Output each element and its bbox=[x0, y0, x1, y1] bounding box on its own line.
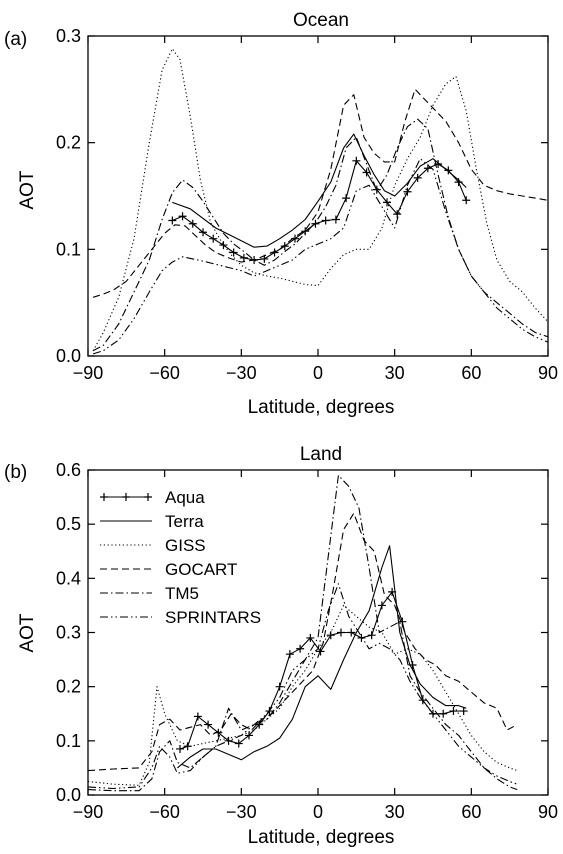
series-aqua-marker bbox=[462, 196, 471, 205]
series-aqua-marker bbox=[296, 644, 305, 653]
legend-tm5-label: TM5 bbox=[165, 584, 199, 603]
series-aqua-marker bbox=[204, 720, 213, 729]
series-aqua-marker bbox=[229, 248, 238, 257]
x-tick-label: 90 bbox=[538, 802, 558, 822]
y-tick-label: 0.2 bbox=[56, 677, 81, 697]
panel-b-label: (b) bbox=[4, 462, 27, 483]
y-tick-label: 0.3 bbox=[56, 26, 81, 46]
series-aqua-marker bbox=[306, 633, 315, 642]
x-tick-label: 30 bbox=[385, 802, 405, 822]
x-tick-label: 30 bbox=[385, 363, 405, 383]
series-aqua-marker bbox=[321, 216, 330, 225]
x-tick-label: −60 bbox=[149, 363, 180, 383]
panel-a-label: (a) bbox=[4, 29, 27, 50]
series-aqua-marker bbox=[280, 242, 289, 251]
series-terra-line bbox=[177, 545, 467, 769]
y-tick-label: 0.0 bbox=[56, 346, 81, 366]
series-aqua-marker bbox=[362, 168, 371, 177]
series-aqua-marker bbox=[377, 601, 386, 610]
panel-a-ylabel: AOT bbox=[17, 170, 38, 209]
series-aqua-marker bbox=[342, 194, 351, 203]
series-aqua-marker bbox=[285, 650, 294, 659]
legend-giss-label: GISS bbox=[165, 536, 206, 555]
series-aqua-marker bbox=[403, 187, 412, 196]
x-tick-label: −30 bbox=[226, 802, 257, 822]
series-aqua-marker bbox=[239, 253, 248, 262]
series-aqua-line bbox=[172, 160, 467, 261]
series-aqua-marker bbox=[398, 617, 407, 626]
series-aqua-marker bbox=[234, 739, 243, 748]
series-aqua-marker bbox=[372, 185, 381, 194]
legend-terra-label: Terra bbox=[165, 512, 204, 531]
series-aqua-marker bbox=[168, 216, 177, 225]
y-tick-label: 0.6 bbox=[56, 460, 81, 480]
x-tick-label: −60 bbox=[149, 802, 180, 822]
x-tick-label: −30 bbox=[226, 363, 257, 383]
series-sprintars-line bbox=[92, 158, 549, 355]
series-aqua-marker bbox=[357, 633, 366, 642]
y-tick-label: 0.4 bbox=[56, 568, 81, 588]
x-tick-label: −90 bbox=[73, 802, 104, 822]
series-tm5-line bbox=[92, 118, 549, 352]
series-aqua-marker bbox=[209, 234, 218, 243]
legend-sprintars-label: SPRINTARS bbox=[165, 608, 261, 627]
series-aqua-marker bbox=[275, 682, 284, 691]
series-aqua-marker bbox=[347, 628, 356, 637]
y-tick-label: 0.1 bbox=[56, 731, 81, 751]
legend-aqua-marker bbox=[144, 493, 152, 501]
x-tick-label: 60 bbox=[461, 802, 481, 822]
series-aqua-marker bbox=[337, 628, 345, 637]
legend-aqua-marker bbox=[122, 493, 130, 501]
y-tick-label: 0.0 bbox=[56, 785, 81, 805]
series-aqua-marker bbox=[444, 166, 453, 175]
series-aqua-marker bbox=[316, 647, 325, 656]
series-giss-line bbox=[87, 604, 518, 786]
series-aqua-marker bbox=[449, 707, 458, 716]
series-tm5-line bbox=[87, 474, 518, 792]
series-terra-line bbox=[172, 133, 467, 248]
panel-a-xlabel: Latitude, degrees bbox=[248, 397, 395, 418]
series-aqua-marker bbox=[311, 219, 320, 228]
plot-frame bbox=[87, 35, 549, 357]
series-gocart-line bbox=[92, 88, 549, 298]
series-giss-line bbox=[92, 48, 549, 351]
series-aqua-marker bbox=[219, 241, 228, 250]
series-aqua-marker bbox=[459, 707, 468, 716]
series-aqua-marker bbox=[393, 210, 402, 219]
legend-gocart-label: GOCART bbox=[165, 560, 237, 579]
series-aqua-marker bbox=[413, 173, 422, 182]
panel-b-plot: −90 −60 −30 0 30 60 90 0.0 0.1 0.2 0.3 0.4 0.5 0.6 Aqu… bbox=[56, 460, 558, 822]
series-aqua-marker bbox=[352, 156, 361, 165]
series-aqua-marker bbox=[331, 215, 340, 224]
x-tick-label: 0 bbox=[313, 363, 323, 383]
series-aqua-marker bbox=[178, 212, 187, 221]
y-tick-label: 0.3 bbox=[56, 623, 81, 643]
x-tick-label: 0 bbox=[313, 802, 323, 822]
legend-aqua-marker bbox=[100, 493, 108, 501]
series-sprintars-line bbox=[87, 583, 518, 790]
series-aqua-marker bbox=[188, 219, 197, 228]
panel-a-title: Ocean bbox=[293, 10, 349, 31]
series-aqua-marker bbox=[439, 709, 448, 718]
y-tick-label: 0.1 bbox=[56, 239, 81, 259]
series-aqua-marker bbox=[326, 631, 335, 640]
x-tick-label: −90 bbox=[73, 363, 104, 383]
x-tick-label: 60 bbox=[461, 363, 481, 383]
x-tick-label: 90 bbox=[538, 363, 558, 383]
series-aqua-marker bbox=[176, 744, 184, 753]
series-aqua-marker bbox=[193, 712, 202, 721]
panel-b-title: Land bbox=[300, 444, 342, 465]
series-aqua-marker bbox=[418, 696, 427, 705]
panel-b-xlabel: Latitude, degrees bbox=[248, 827, 395, 848]
series-aqua-marker bbox=[245, 731, 253, 740]
panel-a-plot: −90 −60 −30 0 30 60 90 0.0 0.1 0.2 0.3 bbox=[56, 26, 558, 383]
series-aqua-marker bbox=[199, 228, 207, 237]
y-tick-label: 0.5 bbox=[56, 514, 81, 534]
plot-frame bbox=[87, 469, 549, 796]
series-aqua-marker bbox=[367, 631, 376, 640]
panel-b-ylabel: AOT bbox=[17, 613, 38, 652]
legend-aqua-label: Aqua bbox=[165, 488, 205, 507]
y-tick-label: 0.2 bbox=[56, 133, 81, 153]
